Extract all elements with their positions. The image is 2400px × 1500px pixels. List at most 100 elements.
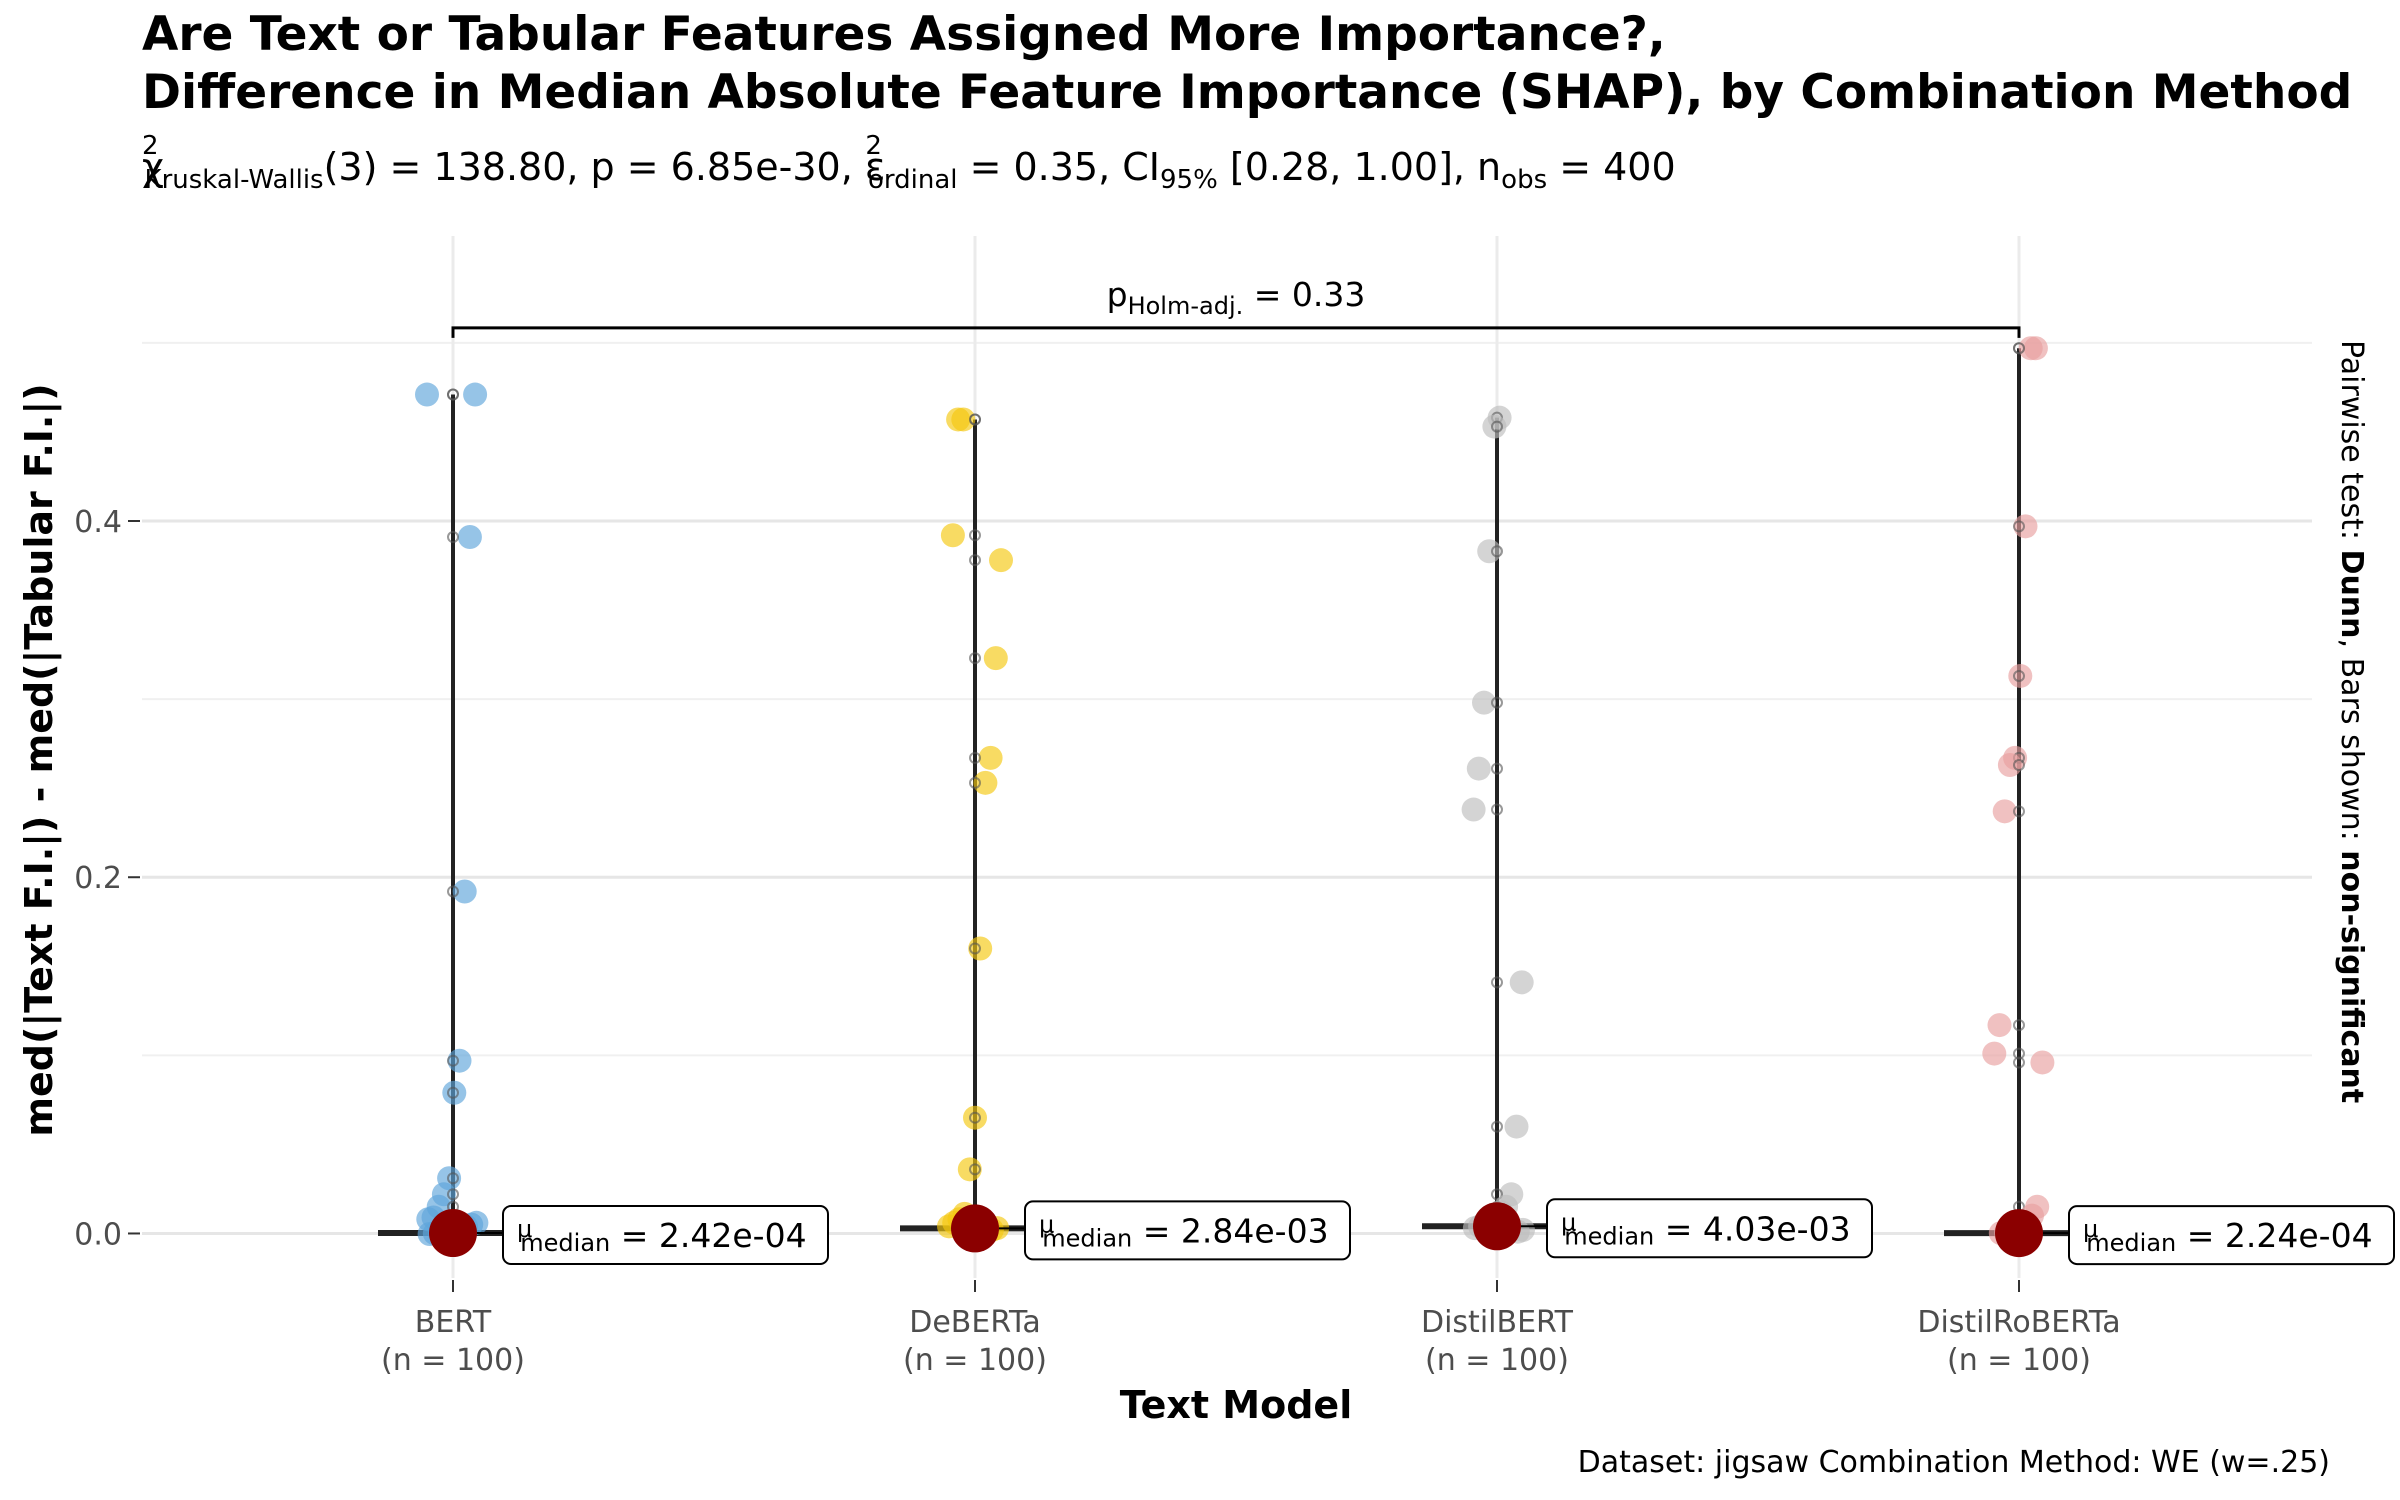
subtitle-stat: (3) = 138.80, p = 6.85e-30, [324, 145, 865, 189]
median-point [1473, 1202, 1521, 1251]
data-point-outline [969, 652, 981, 665]
subtitle-chi: χ [142, 145, 164, 189]
data-point [1472, 690, 1496, 715]
y-tick-label: 0.0 [74, 1217, 122, 1252]
data-point [1477, 539, 1502, 564]
median-label: μmedian = 4.03e-03 [1561, 1208, 1851, 1250]
data-point-outline [969, 529, 981, 542]
comparison-bracket: pHolm-adj. = 0.33 [451, 275, 2021, 338]
x-tick-count: (n = 100) [1947, 1343, 2091, 1378]
data-point [1992, 799, 2017, 824]
data-point [457, 525, 482, 550]
data-point [2008, 663, 2033, 688]
median-label: μmedian = 2.84e-03 [1039, 1210, 1329, 1252]
subtitle-eps: ε [865, 145, 886, 189]
data-point [1987, 1013, 2012, 1038]
median-label: μmedian = 2.42e-04 [517, 1215, 807, 1257]
data-point-outline [447, 388, 459, 401]
data-point [1997, 753, 2022, 778]
data-point [940, 523, 965, 548]
subtitle-ci-text: [0.28, 1.00], n [1218, 145, 1501, 189]
x-tick-layer: BERT(n = 100)DeBERTa(n = 100)DistilBERT(… [381, 1280, 2121, 1378]
x-axis-title: Text Model [1120, 1383, 1352, 1427]
data-point [963, 1105, 987, 1130]
bracket-p-label: pHolm-adj. = 0.33 [1107, 275, 1366, 320]
data-point-outline [2013, 1047, 2025, 1060]
data-point-outline [447, 531, 459, 544]
data-point-outline [2013, 342, 2025, 355]
subtitle-n-sub: obs [1501, 165, 1547, 195]
chart-title-line1: Are Text or Tabular Features Assigned Mo… [142, 7, 1666, 62]
data-point-outline [447, 1054, 459, 1067]
median-label-layer: μmedian = 2.42e-04 μmedian = 2.84e-03 μmed… [477, 1198, 2395, 1266]
data-point [415, 382, 439, 407]
data-point [1466, 756, 1491, 781]
points-layer [415, 336, 2055, 1247]
data-point-outline [1491, 976, 1503, 989]
y-axis-title: med(|Text F.I.|) - med(|Tabular F.I.|) [17, 383, 62, 1136]
subtitle-eps-sub: ordinal [868, 165, 958, 195]
median-layer [429, 1202, 2043, 1258]
bracket-p-text: = 0.33 [1243, 275, 1365, 314]
data-point [946, 407, 971, 432]
bracket-p: p [1107, 275, 1128, 314]
data-point-outline [447, 885, 459, 898]
data-point [447, 1048, 472, 1073]
data-point-outline [1491, 803, 1503, 816]
data-point [983, 646, 1008, 671]
bracket-p-sub: Holm-adj. [1128, 292, 1244, 320]
subtitle-eps-text: = 0.35, CI [957, 145, 1160, 189]
data-point [978, 745, 1003, 770]
data-point-outline [969, 776, 981, 789]
data-point-outline [1491, 762, 1503, 775]
subtitle-ci-sub: 95% [1160, 165, 1218, 195]
data-point-outline [447, 1172, 459, 1185]
x-tick-label: DistilBERT [1421, 1305, 1574, 1340]
subtitle-chi-sub: Kruskal-Wallis [145, 165, 324, 195]
x-tick-count: (n = 100) [381, 1343, 525, 1378]
data-point [989, 548, 1013, 573]
median-label-box [502, 1205, 829, 1266]
subtitle-eps-sup: 2 [865, 131, 882, 161]
median-label-box [1024, 1200, 1351, 1261]
y-tick-layer: 0.0 0.2 0.4 [74, 505, 140, 1252]
data-point-outline [1491, 545, 1503, 558]
data-point-outline [1491, 420, 1503, 433]
data-point-outline [2013, 805, 2025, 818]
data-point-outline [2013, 1019, 2025, 1032]
data-point-outline [2013, 1056, 2025, 1069]
data-point [973, 770, 998, 795]
x-tick-label: DistilRoBERTa [1917, 1305, 2120, 1340]
data-point [452, 879, 477, 904]
bracket-line [451, 326, 2021, 338]
x-tick-label: DeBERTa [909, 1305, 1041, 1340]
data-point-outline [1491, 1120, 1503, 1133]
data-point [1461, 797, 1486, 822]
y-tick-label: 0.2 [74, 861, 122, 896]
pairwise-test-label: Pairwise test: Dunn, Bars shown: non-sig… [2334, 340, 2369, 1103]
data-point [2018, 336, 2043, 361]
x-tick-label: BERT [415, 1305, 492, 1340]
data-point-outline [2013, 759, 2025, 772]
data-point [463, 382, 488, 407]
chart-caption: Dataset: jigsaw Combination Method: WE (… [1578, 1445, 2330, 1480]
data-point [1509, 970, 1534, 995]
chart-subtitle: χ2 Kruskal-Wallis(3) = 138.80, p = 6.85e-… [142, 131, 1676, 195]
data-point-outline [447, 1086, 459, 1099]
median-point [951, 1204, 999, 1253]
median-point [429, 1209, 477, 1258]
subtitle-n-text: = 400 [1547, 145, 1676, 189]
data-point-outline [2013, 520, 2025, 533]
data-point-outline [969, 942, 981, 955]
data-point-outline [969, 554, 981, 567]
median-label-box [1546, 1198, 1873, 1259]
chart-title-line2: Difference in Median Absolute Feature Im… [142, 65, 2352, 120]
median-point [1995, 1209, 2043, 1258]
whisker-layer [378, 348, 2094, 1237]
x-tick-count: (n = 100) [903, 1343, 1047, 1378]
subtitle-chi-sup: 2 [142, 131, 159, 161]
median-label-box [2068, 1205, 2395, 1266]
data-point [1504, 1114, 1529, 1139]
data-point [2030, 1050, 2055, 1075]
